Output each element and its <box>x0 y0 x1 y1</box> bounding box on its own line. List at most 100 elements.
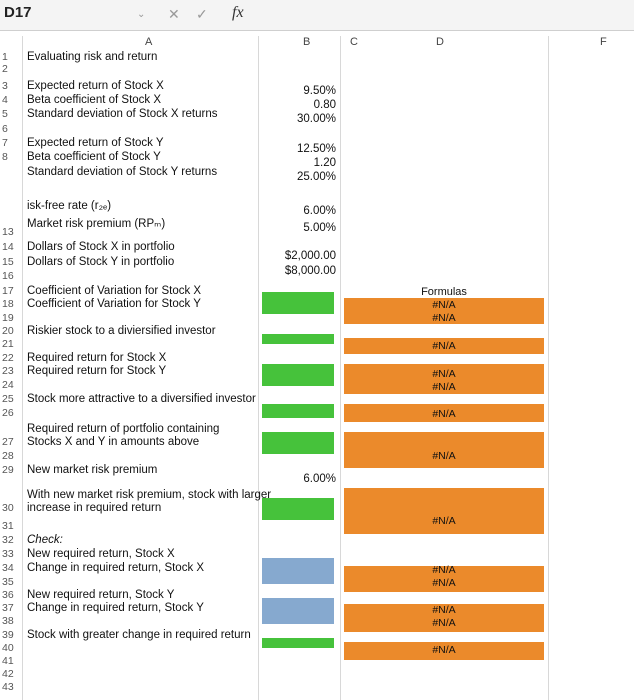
cell-a25[interactable]: Stock more attractive to a diversified i… <box>27 393 256 405</box>
row-number[interactable]: 1 <box>2 51 8 63</box>
cell-d18[interactable]: #N/A <box>432 312 456 324</box>
row-number[interactable]: 34 <box>2 562 14 574</box>
row-number[interactable]: 3 <box>2 80 8 92</box>
cell-a9[interactable]: Standard deviation of Stock Y returns <box>27 166 218 178</box>
formula-cell-d17-d18[interactable] <box>344 298 544 324</box>
cell-a18[interactable]: Coefficient of Variation for Stock Y <box>27 298 201 310</box>
row-number[interactable]: 13 <box>2 226 14 238</box>
cell-b7[interactable]: 12.50% <box>296 143 336 155</box>
row-number[interactable]: 5 <box>2 108 8 120</box>
chevron-down-icon[interactable]: ⌄ <box>137 9 146 20</box>
cell-a4[interactable]: Beta coefficient of Stock X <box>27 94 162 106</box>
row-number[interactable]: 18 <box>2 298 14 310</box>
row-number[interactable]: 42 <box>2 668 14 680</box>
row-number[interactable]: 32 <box>2 534 14 546</box>
cell-a12[interactable]: Market risk premium (RPₘ) <box>27 218 166 230</box>
row-number[interactable]: 36 <box>2 589 14 601</box>
row-number[interactable]: 33 <box>2 548 14 560</box>
column-header-b[interactable]: B <box>303 36 311 48</box>
row-number[interactable]: 31 <box>2 520 14 532</box>
row-number[interactable]: 6 <box>2 123 8 135</box>
row-number[interactable]: 35 <box>2 576 14 588</box>
cell-a37[interactable]: Change in required return, Stock Y <box>27 602 204 614</box>
cell-d30[interactable]: #N/A <box>432 515 456 527</box>
cell-a1-title[interactable]: Evaluating risk and return <box>27 51 158 63</box>
formula-cell-d39[interactable] <box>344 642 544 660</box>
cell-a20[interactable]: Riskier stock to a diviersified investor <box>27 325 216 337</box>
cell-d23[interactable]: #N/A <box>432 381 456 393</box>
cell-a27-line2[interactable]: Stocks X and Y in amounts above <box>27 436 200 448</box>
row-number[interactable]: 16 <box>2 270 14 282</box>
cell-a33[interactable]: New required return, Stock X <box>27 548 175 560</box>
cell-b11[interactable]: 6.00% <box>303 205 336 217</box>
row-number[interactable]: 22 <box>2 352 14 364</box>
cell-b3[interactable]: 9.50% <box>303 85 336 97</box>
row-number[interactable]: 40 <box>2 642 14 654</box>
cell-a36[interactable]: New required return, Stock Y <box>27 589 175 601</box>
cell-d33[interactable]: #N/A <box>432 564 456 576</box>
formula-cell-d20[interactable] <box>344 338 544 354</box>
cell-d27[interactable]: #N/A <box>432 450 456 462</box>
row-number[interactable]: 21 <box>2 338 14 350</box>
cell-a29[interactable]: New market risk premium <box>27 464 158 476</box>
column-header-c[interactable]: C <box>350 36 358 48</box>
row-number[interactable]: 41 <box>2 655 14 667</box>
row-number[interactable]: 27 <box>2 436 14 448</box>
confirm-icon[interactable]: ✓ <box>196 6 208 22</box>
cell-b9[interactable]: 25.00% <box>296 171 336 183</box>
cell-b8[interactable]: 1.20 <box>313 157 336 169</box>
input-cell-b39[interactable] <box>262 638 334 648</box>
input-cell-b27[interactable] <box>262 432 334 454</box>
row-number[interactable]: 24 <box>2 379 14 391</box>
formula-cell-d36-d37[interactable] <box>344 604 544 632</box>
cell-a17[interactable]: Coefficient of Variation for Stock X <box>27 285 202 297</box>
cell-d22[interactable]: #N/A <box>432 368 456 380</box>
cell-a30-line2[interactable]: increase in required return <box>27 502 162 514</box>
row-number[interactable]: 29 <box>2 464 14 476</box>
cell-b29[interactable]: 6.00% <box>303 473 336 485</box>
formula-cell-d25[interactable] <box>344 404 544 422</box>
row-number[interactable]: 8 <box>2 151 8 163</box>
row-number[interactable]: 30 <box>2 502 14 514</box>
input-cell-b20[interactable] <box>262 334 334 344</box>
cell-b12[interactable]: 5.00% <box>303 222 336 234</box>
cell-a7[interactable]: Expected return of Stock Y <box>27 137 164 149</box>
column-header-a[interactable]: A <box>145 36 153 48</box>
cancel-icon[interactable]: ✕ <box>168 6 180 22</box>
input-cell-b33-b34[interactable] <box>262 558 334 584</box>
row-number[interactable]: 4 <box>2 94 8 106</box>
cell-a22[interactable]: Required return for Stock X <box>27 352 167 364</box>
cell-d39[interactable]: #N/A <box>432 644 456 656</box>
row-number[interactable]: 43 <box>2 681 14 693</box>
row-number[interactable]: 28 <box>2 450 14 462</box>
cell-a11[interactable]: isk-free rate (r₂ₑ) <box>27 200 112 212</box>
cell-b15[interactable]: $8,000.00 <box>284 265 336 277</box>
row-number[interactable]: 26 <box>2 407 14 419</box>
cell-a34[interactable]: Change in required return, Stock X <box>27 562 205 574</box>
row-number[interactable]: 15 <box>2 256 14 268</box>
input-cell-b36-b37[interactable] <box>262 598 334 624</box>
column-header-d[interactable]: D <box>436 36 444 48</box>
input-cell-b30[interactable] <box>262 498 334 520</box>
cell-b14[interactable]: $2,000.00 <box>284 250 336 262</box>
cell-a5[interactable]: Standard deviation of Stock X returns <box>27 108 218 120</box>
cell-a30-line1[interactable]: With new market risk premium, stock with… <box>27 489 272 501</box>
cell-a23[interactable]: Required return for Stock Y <box>27 365 167 377</box>
input-cell-b22-b23[interactable] <box>262 364 334 386</box>
cell-d25[interactable]: #N/A <box>432 408 456 420</box>
formula-cell-d30[interactable] <box>344 488 544 534</box>
cell-d34[interactable]: #N/A <box>432 577 456 589</box>
cell-d20[interactable]: #N/A <box>432 340 456 352</box>
cell-d37[interactable]: #N/A <box>432 617 456 629</box>
input-cell-b17-b18[interactable] <box>262 292 334 314</box>
cell-b4[interactable]: 0.80 <box>313 99 336 111</box>
cell-b5[interactable]: 30.00% <box>296 113 336 125</box>
cell-a8[interactable]: Beta coefficient of Stock Y <box>27 151 161 163</box>
cell-a39[interactable]: Stock with greater change in required re… <box>27 629 251 641</box>
row-number[interactable]: 17 <box>2 285 14 297</box>
row-number[interactable]: 19 <box>2 312 14 324</box>
fx-icon[interactable]: fx <box>232 4 244 21</box>
cell-d17[interactable]: #N/A <box>432 299 456 311</box>
row-number[interactable]: 38 <box>2 615 14 627</box>
cell-a3[interactable]: Expected return of Stock X <box>27 80 164 92</box>
